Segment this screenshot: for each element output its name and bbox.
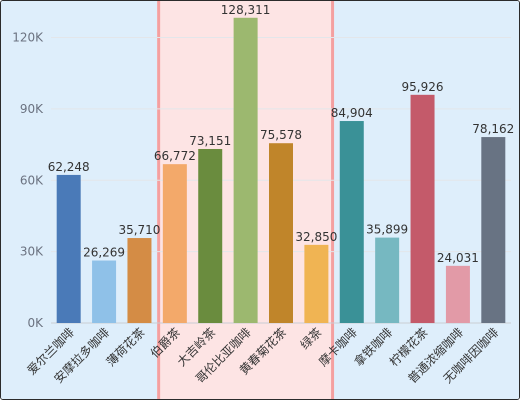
bar[interactable] [127, 238, 152, 323]
band-edge [331, 1, 335, 399]
y-tick-label: 60K [20, 173, 44, 187]
bar[interactable] [269, 143, 293, 323]
bar[interactable] [92, 260, 117, 323]
data-label: 62,248 [48, 160, 90, 174]
data-label: 66,772 [154, 149, 196, 163]
y-tick-label: 90K [20, 102, 44, 116]
data-label: 84,904 [331, 106, 373, 120]
data-label: 73,151 [189, 134, 231, 148]
data-label: 24,031 [437, 251, 479, 265]
data-label: 75,578 [260, 128, 302, 142]
y-axis: 0K 30K 60K 90K 120K [12, 31, 44, 330]
data-label: 26,269 [83, 246, 125, 260]
bar[interactable] [445, 265, 470, 323]
y-tick-label: 120K [12, 31, 44, 45]
y-tick-label: 0K [27, 316, 44, 330]
bar[interactable] [375, 237, 400, 323]
bar[interactable] [233, 17, 258, 323]
bar[interactable] [198, 148, 223, 323]
bar[interactable] [339, 121, 364, 323]
bars [56, 17, 506, 323]
bar[interactable] [410, 94, 435, 323]
data-label: 35,710 [118, 223, 160, 237]
bar[interactable] [56, 174, 81, 323]
y-tick-label: 30K [20, 245, 44, 259]
bar[interactable] [162, 164, 187, 323]
data-label: 78,162 [472, 122, 514, 136]
bar[interactable] [304, 244, 329, 323]
data-label: 32,850 [295, 230, 337, 244]
bar[interactable] [481, 137, 506, 323]
band-edge [157, 1, 161, 399]
data-label: 128,311 [221, 3, 271, 17]
data-label: 95,926 [402, 80, 444, 94]
data-label: 35,899 [366, 223, 408, 237]
